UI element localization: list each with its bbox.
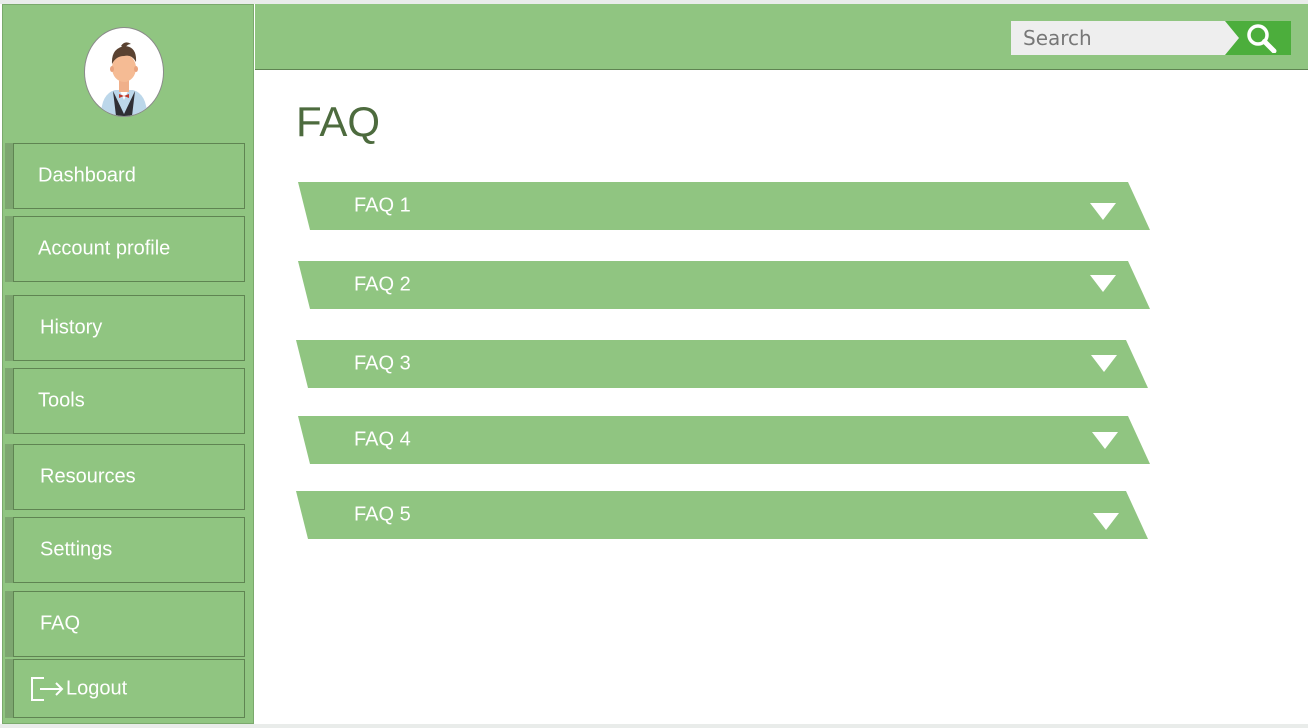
top-header xyxy=(255,4,1308,70)
sidebar-item-account-profile[interactable]: Account profile xyxy=(5,216,245,282)
faq-item-3[interactable]: FAQ 3 xyxy=(296,340,1148,388)
logout-label: Logout xyxy=(66,677,128,699)
chevron-down-icon xyxy=(1090,203,1116,220)
sidebar-item-label: Resources xyxy=(40,465,136,488)
avatar-person-icon xyxy=(101,42,147,116)
user-avatar[interactable] xyxy=(84,27,164,117)
sidebar-item-label: History xyxy=(40,316,103,339)
sidebar-item-settings[interactable]: Settings xyxy=(5,517,245,583)
page-title: FAQ xyxy=(296,98,381,145)
search-icon xyxy=(1247,24,1277,53)
faq-item-4[interactable]: FAQ 4 xyxy=(298,416,1150,464)
faq-item-label: FAQ 2 xyxy=(354,273,411,296)
sidebar-item-label: Tools xyxy=(38,389,85,412)
faq-item-5[interactable]: FAQ 5 xyxy=(296,491,1148,539)
faq-item-label: FAQ 4 xyxy=(354,428,411,451)
sidebar-item-label: Account profile xyxy=(38,237,171,260)
search-bar xyxy=(1011,21,1291,55)
sidebar-item-resources[interactable]: Resources xyxy=(5,444,245,510)
faq-item-label: FAQ 5 xyxy=(354,503,411,526)
faq-item-label: FAQ 1 xyxy=(354,194,411,217)
sidebar-item-label: Dashboard xyxy=(38,164,136,187)
logout-button[interactable]: Logout xyxy=(5,659,245,718)
search-input[interactable] xyxy=(1011,21,1239,55)
sidebar-item-label: FAQ xyxy=(40,612,81,635)
logout-icon xyxy=(31,676,64,701)
sidebar-item-tools[interactable]: Tools xyxy=(5,368,245,434)
sidebar-item-dashboard[interactable]: Dashboard xyxy=(5,143,245,209)
sidebar-item-faq[interactable]: FAQ xyxy=(5,591,245,657)
chevron-down-icon xyxy=(1091,355,1117,372)
sidebar: Dashboard Account profile History Tools … xyxy=(2,4,254,724)
sidebar-item-label: Settings xyxy=(40,538,113,561)
faq-item-1[interactable]: FAQ 1 xyxy=(298,182,1150,230)
chevron-down-icon xyxy=(1090,275,1116,292)
faq-item-2[interactable]: FAQ 2 xyxy=(298,261,1150,309)
bottom-edge xyxy=(0,724,1308,728)
chevron-down-icon xyxy=(1092,432,1118,449)
faq-item-label: FAQ 3 xyxy=(354,352,411,375)
top-edge xyxy=(0,0,1308,4)
chevron-down-icon xyxy=(1093,513,1119,530)
sidebar-item-history[interactable]: History xyxy=(5,295,245,361)
